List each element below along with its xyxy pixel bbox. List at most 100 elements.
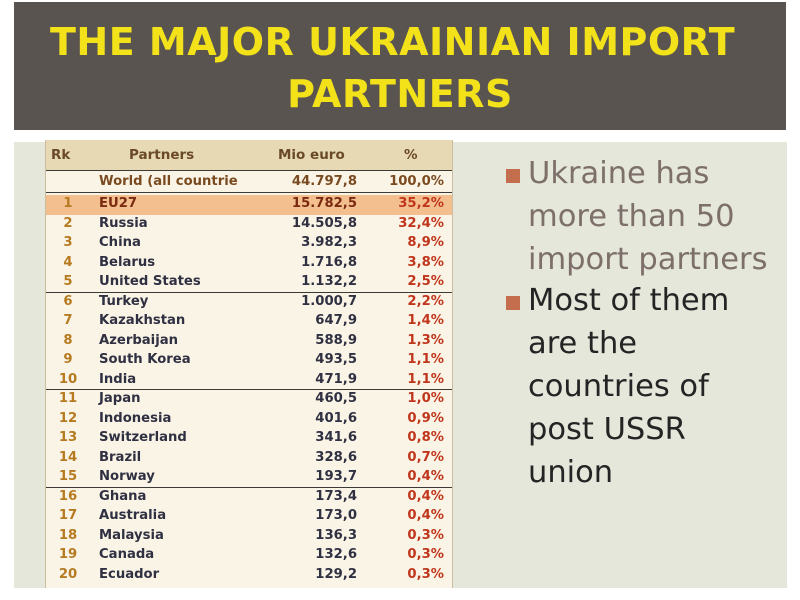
cell-percent: 0,4% bbox=[407, 508, 444, 523]
cell-percent: 0,4% bbox=[407, 488, 444, 504]
cell-value: 132,6 bbox=[315, 547, 357, 562]
cell-rank: 6 bbox=[63, 293, 73, 309]
cell-name: Norway bbox=[99, 469, 155, 484]
cell-value: 1.132,2 bbox=[301, 274, 357, 289]
cell-rank: 3 bbox=[63, 235, 73, 250]
page-title-line-2: PARTNERS bbox=[287, 72, 513, 116]
table-row: 16 Ghana 173,4 0,4% bbox=[46, 488, 452, 508]
bullet-item: Ukraine has more than 50 import partners bbox=[504, 152, 779, 281]
cell-rank: 17 bbox=[58, 508, 78, 523]
table-row: 20 Ecuador 129,2 0,3% bbox=[46, 566, 452, 586]
header-partners: Partners bbox=[129, 147, 195, 163]
cell-percent: 0,4% bbox=[407, 469, 444, 484]
cell-value: 493,5 bbox=[315, 352, 357, 367]
cell-rank: 16 bbox=[58, 488, 78, 504]
cell-rank: 13 bbox=[58, 430, 78, 445]
bullet-square-icon bbox=[506, 169, 520, 183]
cell-name: Ghana bbox=[99, 488, 147, 504]
table-row: 11 Japan 460,5 1,0% bbox=[46, 390, 452, 410]
cell-rank: 4 bbox=[63, 254, 73, 270]
header-percent: % bbox=[404, 147, 418, 163]
cell-value: 193,7 bbox=[315, 469, 357, 484]
table-row: 6 Turkey 1.000,7 2,2% bbox=[46, 293, 452, 313]
cell-value: 471,9 bbox=[315, 371, 357, 387]
cell-name: Switzerland bbox=[99, 430, 187, 445]
cell-rank: 15 bbox=[58, 469, 78, 484]
cell-value: 1.000,7 bbox=[301, 293, 357, 309]
table-row-world: World (all countrie 44.797,8 100,0% bbox=[46, 173, 452, 193]
cell-percent: 0,8% bbox=[407, 430, 444, 445]
cell-name: Canada bbox=[99, 547, 155, 562]
bullet-list: Ukraine has more than 50 import partners… bbox=[504, 152, 779, 494]
cell-percent: 0,9% bbox=[407, 410, 444, 426]
group-divider bbox=[46, 389, 452, 390]
cell-value: 136,3 bbox=[315, 527, 357, 543]
title-bar: THE MAJOR UKRAINIAN IMPORT PARTNERS bbox=[14, 2, 786, 130]
cell-value: 15.782,5 bbox=[291, 196, 357, 211]
table-row: 10 India 471,9 1,1% bbox=[46, 371, 452, 391]
table-row: 3 China 3.982,3 8,9% bbox=[46, 234, 452, 254]
cell-percent: 0,7% bbox=[407, 449, 444, 465]
cell-value: 328,6 bbox=[315, 449, 357, 465]
cell-name: Malaysia bbox=[99, 527, 164, 543]
cell-rank: 1 bbox=[63, 196, 73, 211]
cell-percent: 8,9% bbox=[407, 235, 444, 250]
cell-name: Turkey bbox=[99, 293, 149, 309]
cell-value: 14.505,8 bbox=[291, 215, 357, 231]
table-row: 9 South Korea 493,5 1,1% bbox=[46, 351, 452, 371]
cell-percent: 100,0% bbox=[389, 174, 444, 189]
header-rank: Rk bbox=[51, 147, 71, 163]
cell-percent: 1,4% bbox=[407, 313, 444, 328]
table-row: 4 Belarus 1.716,8 3,8% bbox=[46, 254, 452, 274]
cell-value: 44.797,8 bbox=[291, 174, 357, 189]
cell-rank: 7 bbox=[63, 313, 73, 328]
cell-name: Australia bbox=[99, 508, 167, 523]
cell-rank: 11 bbox=[58, 391, 78, 406]
group-divider bbox=[46, 486, 452, 488]
page-title-line-1: THE MAJOR UKRAINIAN IMPORT bbox=[50, 20, 736, 64]
cell-percent: 3,8% bbox=[407, 254, 444, 270]
divider bbox=[46, 170, 452, 171]
cell-name: United States bbox=[99, 274, 201, 289]
cell-value: 173,4 bbox=[315, 488, 357, 504]
cell-rank: 12 bbox=[58, 410, 78, 426]
table-row: 8 Azerbaijan 588,9 1,3% bbox=[46, 332, 452, 352]
cell-name: Ecuador bbox=[99, 566, 160, 582]
bullet-item: Most of them are the countries of post U… bbox=[504, 279, 779, 494]
table-row: 5 United States 1.132,2 2,5% bbox=[46, 273, 452, 293]
import-partners-table: Rk Partners Mio euro % World (all countr… bbox=[45, 140, 453, 588]
cell-name: China bbox=[99, 235, 141, 250]
cell-rank: 8 bbox=[63, 332, 73, 348]
cell-percent: 1,1% bbox=[407, 371, 444, 387]
table-row: 7 Kazakhstan 647,9 1,4% bbox=[46, 312, 452, 332]
cell-percent: 1,0% bbox=[407, 391, 444, 406]
header-mio-euro: Mio euro bbox=[278, 147, 345, 163]
divider bbox=[46, 192, 452, 193]
table-row: 2 Russia 14.505,8 32,4% bbox=[46, 215, 452, 235]
table-row: 15 Norway 193,7 0,4% bbox=[46, 468, 452, 488]
bullet-square-icon bbox=[506, 296, 520, 310]
cell-percent: 2,2% bbox=[407, 293, 444, 309]
cell-name: Azerbaijan bbox=[99, 332, 178, 348]
table-row: 14 Brazil 328,6 0,7% bbox=[46, 449, 452, 469]
cell-rank: 10 bbox=[58, 371, 78, 387]
bullet-text: Ukraine has more than 50 import partners bbox=[528, 156, 768, 277]
cell-value: 401,6 bbox=[315, 410, 357, 426]
cell-rank: 19 bbox=[58, 547, 78, 562]
cell-value: 588,9 bbox=[315, 332, 357, 348]
cell-percent: 0,3% bbox=[407, 547, 444, 562]
cell-percent: 35,2% bbox=[398, 196, 444, 211]
cell-name: Kazakhstan bbox=[99, 313, 186, 328]
cell-value: 173,0 bbox=[315, 508, 357, 523]
cell-name: EU27 bbox=[99, 196, 138, 211]
table-row: 18 Malaysia 136,3 0,3% bbox=[46, 527, 452, 547]
table-row: 12 Indonesia 401,6 0,9% bbox=[46, 410, 452, 430]
cell-value: 647,9 bbox=[315, 313, 357, 328]
cell-value: 341,6 bbox=[315, 430, 357, 445]
cell-name: South Korea bbox=[99, 352, 191, 367]
cell-value: 129,2 bbox=[315, 566, 357, 582]
cell-percent: 1,1% bbox=[407, 352, 444, 367]
cell-rank: 14 bbox=[58, 449, 78, 465]
cell-percent: 32,4% bbox=[398, 215, 444, 231]
cell-name: Indonesia bbox=[99, 410, 172, 426]
